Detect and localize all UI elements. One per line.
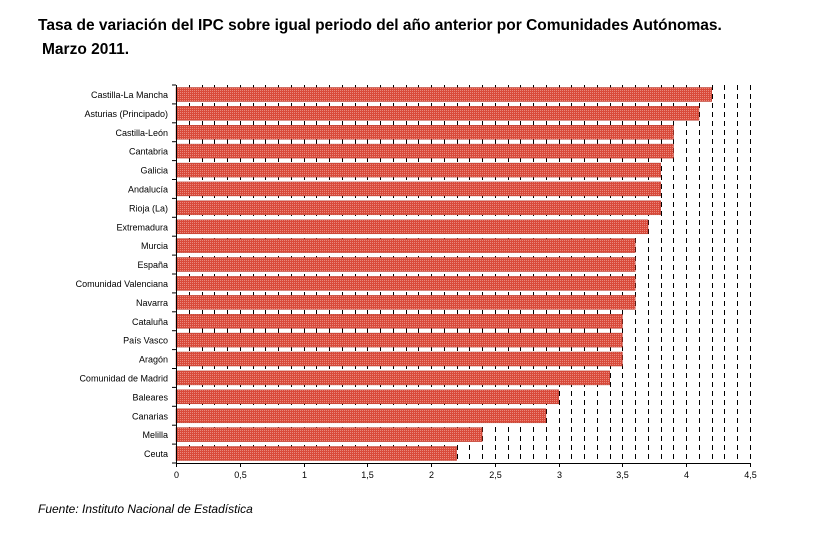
category-label: País Vasco (123, 336, 168, 346)
bar (175, 219, 649, 235)
category-label: Galicia (140, 166, 168, 176)
bar (175, 125, 674, 140)
x-tick-label: 1 (302, 470, 307, 480)
category-label: Castilla-La Mancha (91, 90, 168, 100)
bar (175, 162, 661, 178)
category-label: Murcia (141, 241, 168, 251)
category-label: Melilla (142, 430, 168, 440)
category-label: Rioja (La) (129, 203, 168, 213)
category-label: Ceuta (144, 449, 168, 459)
bar (175, 389, 559, 405)
category-label: Canarias (132, 411, 169, 421)
chart-title-line1: Tasa de variación del IPC sobre igual pe… (38, 17, 722, 34)
bar (175, 427, 483, 442)
bar (175, 295, 636, 310)
x-tick-label: 4,5 (744, 470, 757, 480)
x-tick-label: 0 (174, 470, 179, 480)
bar (175, 408, 547, 424)
x-tick-label: 0,5 (234, 470, 247, 480)
x-tick-label: 2,5 (489, 470, 502, 480)
bar (175, 200, 661, 216)
bar (175, 87, 712, 102)
category-label: Castilla-León (115, 128, 168, 138)
category-label: Navarra (136, 298, 168, 308)
bar (175, 351, 623, 367)
category-label: Asturias (Principado) (84, 109, 168, 119)
category-label: Comunidad de Madrid (79, 373, 168, 383)
bar (175, 143, 674, 159)
bar (175, 181, 661, 197)
category-label: Cantabria (129, 147, 168, 157)
bar (175, 314, 623, 329)
category-label: Andalucía (128, 184, 168, 194)
bar-chart: Castilla-La Mancha Asturias (Principado) C… (76, 84, 757, 480)
bar (175, 332, 623, 348)
x-tick-label: 3,5 (616, 470, 629, 480)
bar (175, 276, 636, 291)
bar (175, 106, 700, 121)
x-tick-label: 1,5 (361, 470, 374, 480)
x-tick-label: 4 (684, 470, 689, 480)
bar (175, 370, 610, 386)
chart-title-line2: Marzo 2011. (42, 41, 130, 58)
category-label: Comunidad Valenciana (76, 279, 168, 289)
bar (175, 446, 457, 461)
x-tick-label: 2 (429, 470, 434, 480)
category-label: España (137, 260, 168, 270)
bar (175, 257, 636, 272)
category-label: Baleares (132, 392, 168, 402)
chart-title: Tasa de variación del IPC sobre igual pe… (38, 14, 818, 62)
category-label: Aragón (139, 355, 168, 365)
x-tick-label: 3 (557, 470, 562, 480)
bar (175, 238, 636, 253)
category-label: Cataluña (132, 317, 168, 327)
source-note: Fuente: Instituto Nacional de Estadístic… (38, 502, 253, 516)
category-label: Extremadura (116, 222, 168, 232)
